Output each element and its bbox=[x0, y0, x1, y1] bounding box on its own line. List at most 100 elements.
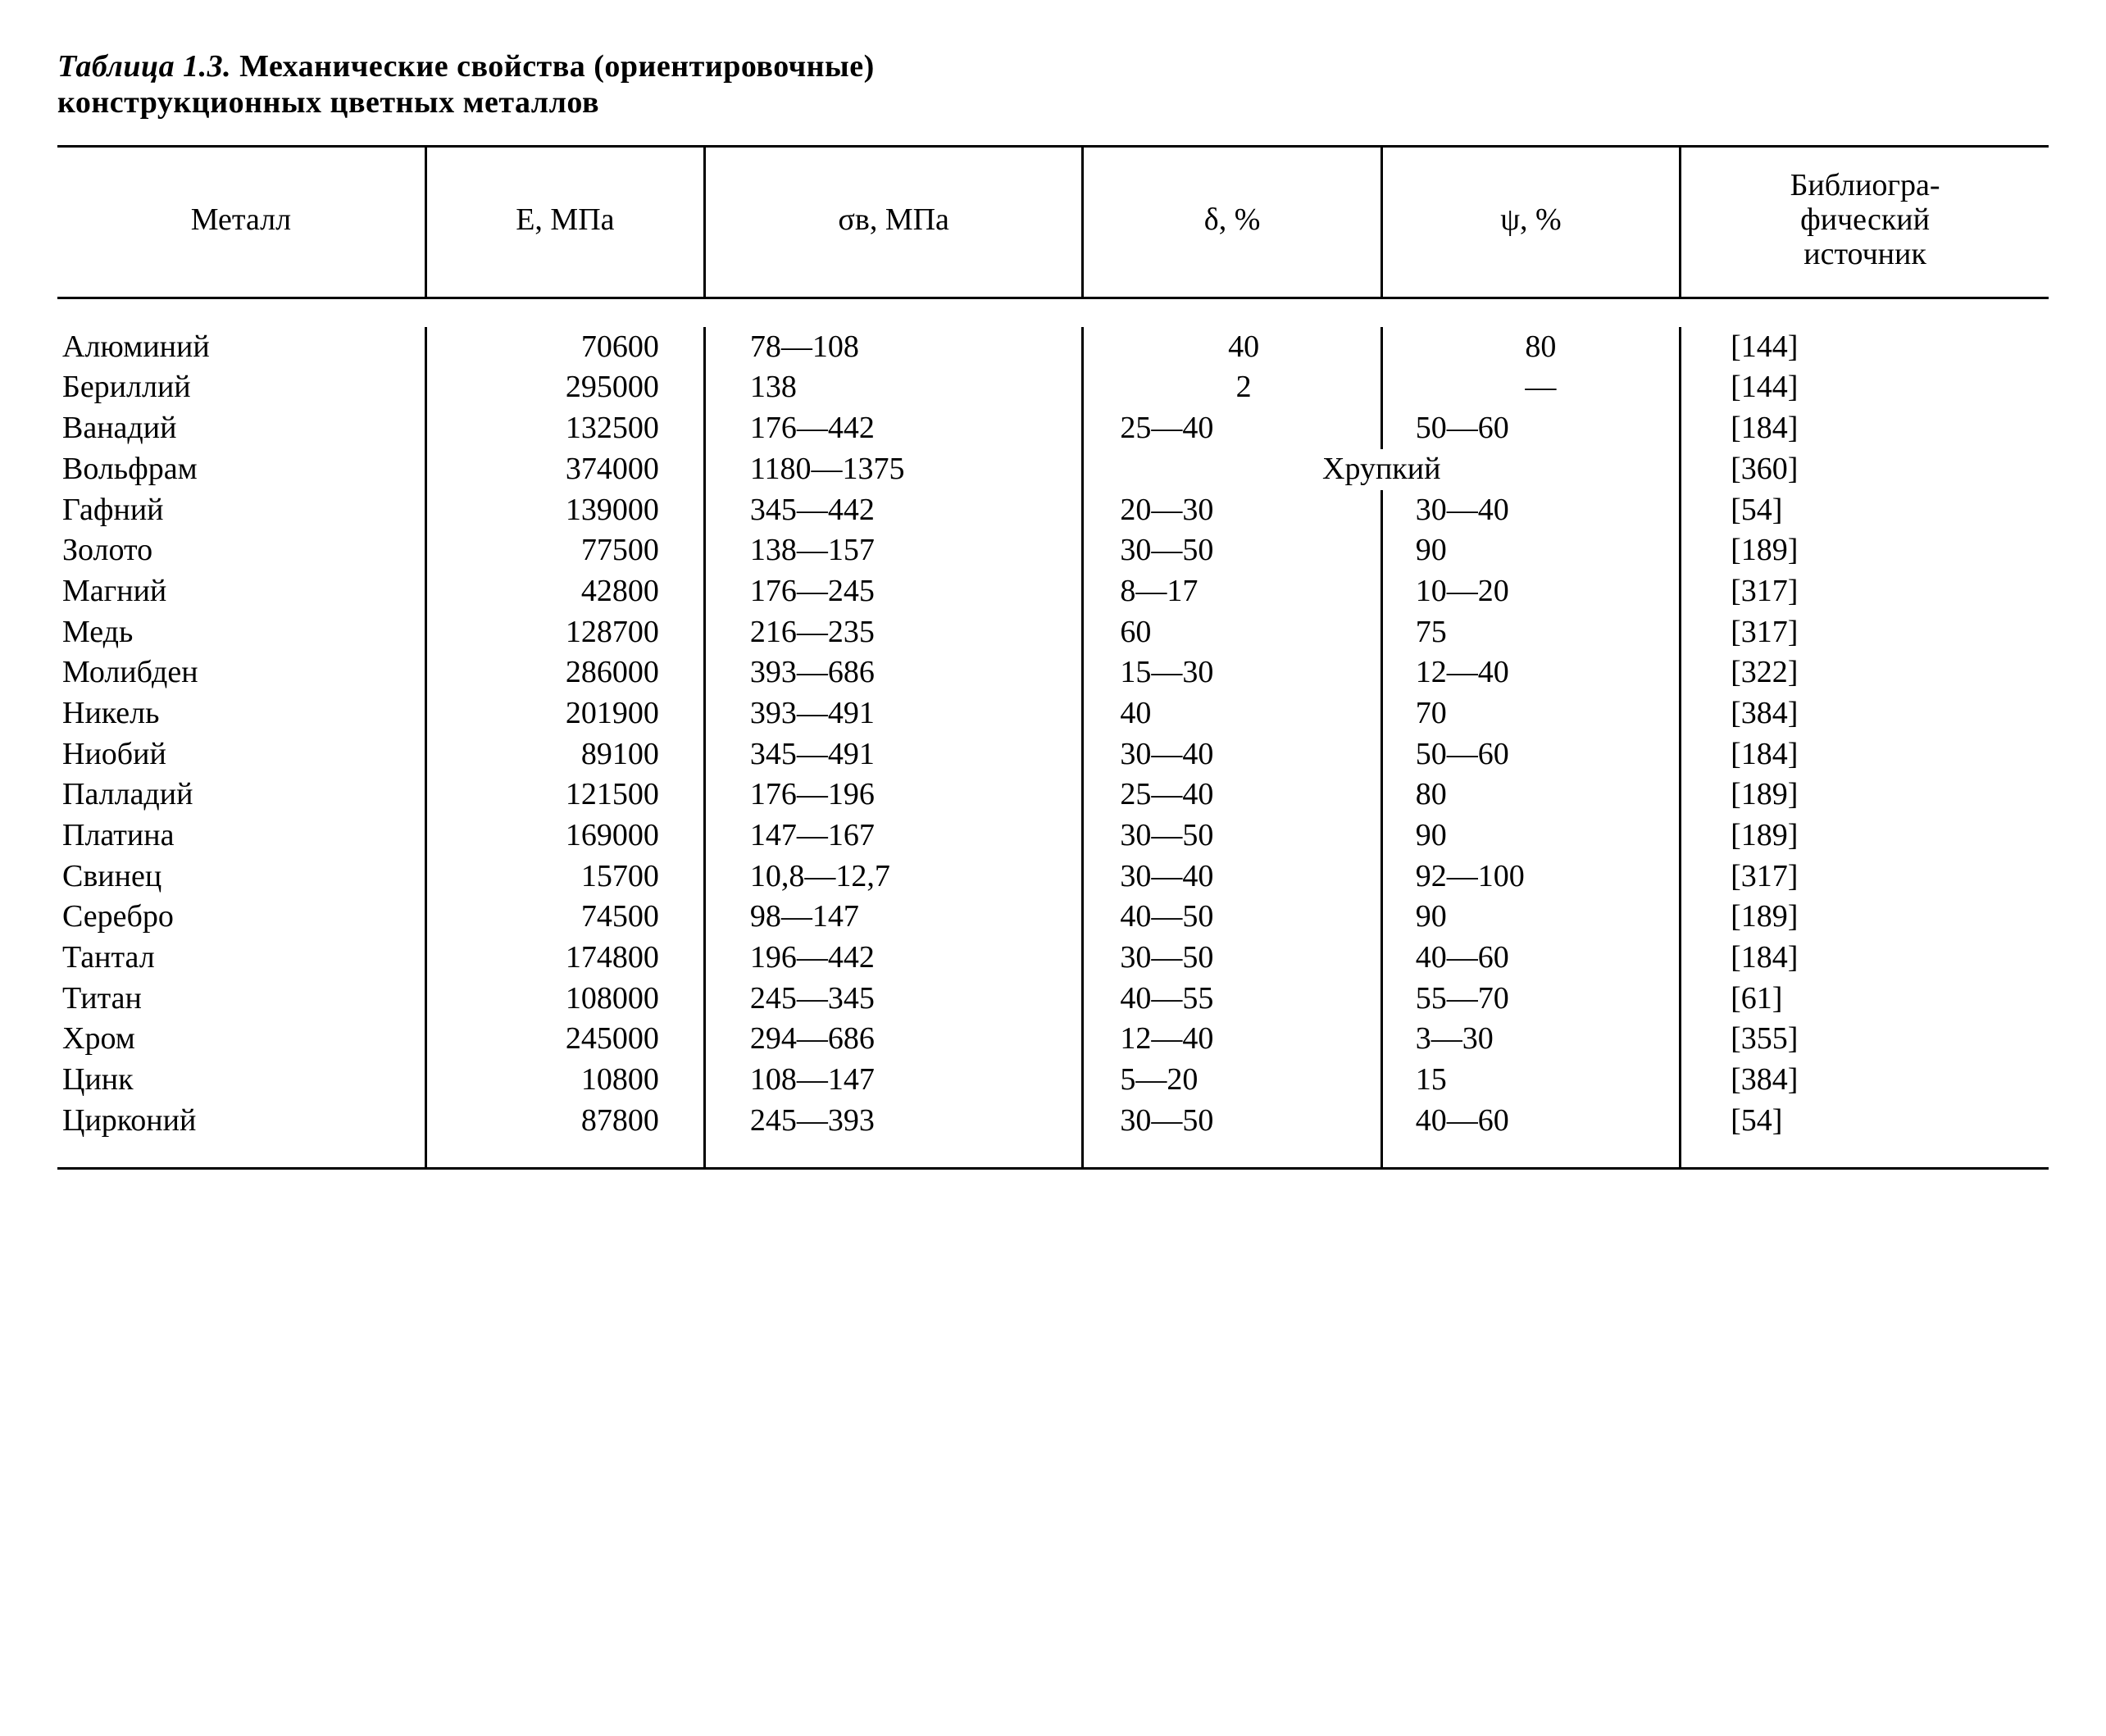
cell-e: 74500 bbox=[425, 897, 704, 938]
cell-ref: [189] bbox=[1681, 530, 2049, 571]
cell-delta: 25—40 bbox=[1083, 408, 1381, 449]
cell-delta: 40—55 bbox=[1083, 979, 1381, 1020]
cell-ref: [317] bbox=[1681, 571, 2049, 612]
cell-ref: [144] bbox=[1681, 367, 2049, 408]
cell-sigma: 1180—1375 bbox=[704, 449, 1083, 490]
table-row: Бериллий2950001382—[144] bbox=[57, 367, 2049, 408]
cell-delta: 20—30 bbox=[1083, 490, 1381, 531]
cell-metal: Молибден bbox=[57, 652, 425, 693]
cell-metal: Хром bbox=[57, 1019, 425, 1060]
cell-e: 169000 bbox=[425, 816, 704, 857]
table-row: Никель201900393—4914070[384] bbox=[57, 693, 2049, 734]
cell-e: 128700 bbox=[425, 612, 704, 653]
cell-delta: 25—40 bbox=[1083, 775, 1381, 816]
cell-delta: 30—50 bbox=[1083, 1101, 1381, 1168]
cell-metal: Алюминий bbox=[57, 327, 425, 368]
cell-ref: [189] bbox=[1681, 816, 2049, 857]
cell-metal: Ниобий bbox=[57, 734, 425, 775]
cell-sigma: 98—147 bbox=[704, 897, 1083, 938]
cell-psi: 30—40 bbox=[1381, 490, 1680, 531]
col-psi: ψ, % bbox=[1381, 147, 1680, 298]
cell-ref: [54] bbox=[1681, 1101, 2049, 1168]
cell-sigma: 147—167 bbox=[704, 816, 1083, 857]
cell-psi: 40—60 bbox=[1381, 938, 1680, 979]
cell-ref: [189] bbox=[1681, 775, 2049, 816]
table-caption: Таблица 1.3. Механические свойства (орие… bbox=[57, 49, 2049, 120]
cell-psi: 80 bbox=[1381, 775, 1680, 816]
cell-delta: 30—40 bbox=[1083, 734, 1381, 775]
cell-psi: 12—40 bbox=[1381, 652, 1680, 693]
cell-delta: 2 bbox=[1083, 367, 1381, 408]
table-row: Вольфрам3740001180—1375Хрупкий[360] bbox=[57, 449, 2049, 490]
cell-sigma: 176—442 bbox=[704, 408, 1083, 449]
cell-ref: [384] bbox=[1681, 1060, 2049, 1101]
cell-e: 10800 bbox=[425, 1060, 704, 1101]
cell-psi: 10—20 bbox=[1381, 571, 1680, 612]
cell-brittle: Хрупкий bbox=[1083, 449, 1681, 490]
cell-psi: 3—30 bbox=[1381, 1019, 1680, 1060]
col-sigma: σв, МПа bbox=[704, 147, 1083, 298]
cell-sigma: 176—196 bbox=[704, 775, 1083, 816]
cell-sigma: 216—235 bbox=[704, 612, 1083, 653]
cell-ref: [317] bbox=[1681, 612, 2049, 653]
cell-psi: 50—60 bbox=[1381, 734, 1680, 775]
cell-ref: [384] bbox=[1681, 693, 2049, 734]
cell-psi: 40—60 bbox=[1381, 1101, 1680, 1168]
cell-e: 87800 bbox=[425, 1101, 704, 1168]
cell-delta: 60 bbox=[1083, 612, 1381, 653]
cell-metal: Вольфрам bbox=[57, 449, 425, 490]
cell-ref: [184] bbox=[1681, 408, 2049, 449]
cell-psi: 15 bbox=[1381, 1060, 1680, 1101]
cell-e: 295000 bbox=[425, 367, 704, 408]
cell-sigma: 78—108 bbox=[704, 327, 1083, 368]
cell-e: 89100 bbox=[425, 734, 704, 775]
cell-metal: Золото bbox=[57, 530, 425, 571]
cell-sigma: 245—393 bbox=[704, 1101, 1083, 1168]
table-row: Алюминий7060078—1084080[144] bbox=[57, 327, 2049, 368]
cell-e: 245000 bbox=[425, 1019, 704, 1060]
cell-metal: Платина bbox=[57, 816, 425, 857]
cell-ref: [317] bbox=[1681, 857, 2049, 898]
col-metal: Металл bbox=[57, 147, 425, 298]
cell-psi: 90 bbox=[1381, 816, 1680, 857]
table-row: Магний42800176—2458—1710—20[317] bbox=[57, 571, 2049, 612]
col-ref: Библиогра-фическийисточник bbox=[1681, 147, 2049, 298]
col-e: E, МПа bbox=[425, 147, 704, 298]
cell-delta: 8—17 bbox=[1083, 571, 1381, 612]
cell-ref: [355] bbox=[1681, 1019, 2049, 1060]
table-header-row: Металл E, МПа σв, МПа δ, % ψ, % Библиогр… bbox=[57, 147, 2049, 298]
table-row: Цинк10800108—1475—2015[384] bbox=[57, 1060, 2049, 1101]
cell-e: 121500 bbox=[425, 775, 704, 816]
cell-e: 139000 bbox=[425, 490, 704, 531]
cell-ref: [54] bbox=[1681, 490, 2049, 531]
cell-sigma: 196—442 bbox=[704, 938, 1083, 979]
cell-psi: 90 bbox=[1381, 897, 1680, 938]
cell-sigma: 345—491 bbox=[704, 734, 1083, 775]
cell-sigma: 176—245 bbox=[704, 571, 1083, 612]
cell-metal: Гафний bbox=[57, 490, 425, 531]
table-row: Палладий121500176—19625—4080[189] bbox=[57, 775, 2049, 816]
table-row: Цирконий87800245—39330—5040—60[54] bbox=[57, 1101, 2049, 1168]
table-row: Хром245000294—68612—403—30[355] bbox=[57, 1019, 2049, 1060]
cell-metal: Тантал bbox=[57, 938, 425, 979]
cell-metal: Никель bbox=[57, 693, 425, 734]
cell-delta: 5—20 bbox=[1083, 1060, 1381, 1101]
table-row: Медь128700216—2356075[317] bbox=[57, 612, 2049, 653]
cell-delta: 40 bbox=[1083, 693, 1381, 734]
cell-metal: Бериллий bbox=[57, 367, 425, 408]
table-title-line1: Механические свойства (ориентировочные) bbox=[239, 49, 875, 84]
cell-metal: Титан bbox=[57, 979, 425, 1020]
cell-e: 42800 bbox=[425, 571, 704, 612]
table-row: Гафний139000345—44220—3030—40[54] bbox=[57, 490, 2049, 531]
cell-delta: 30—40 bbox=[1083, 857, 1381, 898]
cell-psi: 70 bbox=[1381, 693, 1680, 734]
cell-sigma: 138—157 bbox=[704, 530, 1083, 571]
col-delta: δ, % bbox=[1083, 147, 1381, 298]
table-row: Молибден286000393—68615—3012—40[322] bbox=[57, 652, 2049, 693]
cell-sigma: 108—147 bbox=[704, 1060, 1083, 1101]
cell-delta: 30—50 bbox=[1083, 938, 1381, 979]
cell-metal: Свинец bbox=[57, 857, 425, 898]
cell-ref: [360] bbox=[1681, 449, 2049, 490]
table-body: Алюминий7060078—1084080[144]Бериллий2950… bbox=[57, 298, 2049, 1168]
cell-psi: 55—70 bbox=[1381, 979, 1680, 1020]
